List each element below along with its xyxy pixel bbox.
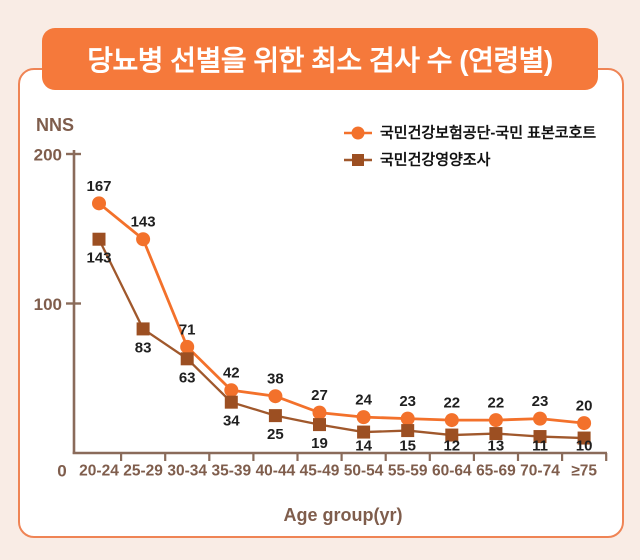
square-marker bbox=[180, 352, 194, 366]
circle-marker bbox=[268, 389, 283, 404]
x-tick-label: 20-24 bbox=[79, 463, 119, 480]
circle-marker bbox=[577, 416, 592, 431]
data-label: 23 bbox=[399, 393, 416, 410]
square-marker bbox=[489, 427, 503, 441]
square-marker bbox=[445, 428, 459, 442]
data-label: 143 bbox=[86, 250, 111, 267]
square-marker bbox=[136, 322, 150, 336]
circle-marker bbox=[92, 196, 106, 211]
data-label: 23 bbox=[532, 393, 549, 410]
data-label: 25 bbox=[267, 426, 284, 443]
circle-marker bbox=[444, 413, 459, 428]
data-label: 83 bbox=[135, 339, 152, 356]
data-label: 15 bbox=[399, 438, 416, 455]
data-label: 63 bbox=[179, 369, 196, 386]
square-marker bbox=[92, 232, 106, 246]
x-tick-label: 65-69 bbox=[476, 463, 516, 480]
data-label: 42 bbox=[223, 365, 240, 382]
circle-marker bbox=[488, 413, 503, 428]
page-title: 당뇨병 선별을 위한 최소 검사 수 (연령별) bbox=[87, 45, 553, 76]
x-tick-label: 30-34 bbox=[167, 463, 207, 480]
x-tick-label: 60-64 bbox=[432, 463, 472, 480]
title-banner: 당뇨병 선별을 위한 최소 검사 수 (연령별) bbox=[42, 28, 598, 90]
x-tick-label: 55-59 bbox=[388, 463, 428, 480]
x-tick-label: 50-54 bbox=[344, 463, 384, 480]
y-tick-label: 200 bbox=[34, 146, 62, 165]
circle-marker bbox=[533, 411, 547, 426]
x-tick-label: ≥75 bbox=[571, 463, 597, 480]
data-label: 12 bbox=[443, 438, 460, 455]
circle-marker bbox=[224, 383, 239, 398]
data-label: 27 bbox=[311, 387, 328, 404]
data-label: 71 bbox=[179, 321, 196, 338]
x-tick-label: 45-49 bbox=[300, 463, 340, 480]
circle-marker bbox=[400, 411, 415, 426]
square-marker bbox=[401, 424, 415, 438]
chart-card bbox=[18, 68, 624, 538]
square-marker bbox=[224, 395, 238, 409]
data-label: 34 bbox=[223, 413, 240, 430]
data-label: 11 bbox=[532, 438, 548, 455]
data-label: 13 bbox=[488, 438, 505, 455]
y-tick-label: 100 bbox=[34, 295, 62, 314]
data-label: 38 bbox=[267, 371, 284, 388]
data-label: 167 bbox=[86, 178, 111, 195]
data-label: 14 bbox=[355, 438, 372, 455]
legend-label: 국민건강영양조사 bbox=[380, 151, 491, 169]
y-axis-title: NNS bbox=[36, 115, 74, 135]
data-label: 22 bbox=[488, 395, 505, 412]
data-label: 22 bbox=[443, 395, 460, 412]
data-label: 19 bbox=[311, 435, 328, 452]
legend-square-marker bbox=[352, 154, 364, 166]
x-axis-title: Age group(yr) bbox=[284, 505, 403, 525]
circle-marker bbox=[180, 339, 195, 354]
x-tick-label: 35-39 bbox=[211, 463, 251, 480]
x-tick-label: 25-29 bbox=[123, 463, 163, 480]
legend-circle-marker bbox=[351, 126, 365, 140]
data-label: 20 bbox=[576, 398, 593, 415]
circle-marker bbox=[356, 410, 371, 425]
x-tick-label: 70-74 bbox=[520, 463, 560, 480]
circle-marker bbox=[136, 232, 151, 247]
data-label: 24 bbox=[355, 392, 372, 409]
series-line bbox=[97, 238, 585, 440]
origin-label: 0 bbox=[57, 462, 66, 481]
square-marker bbox=[313, 418, 326, 432]
square-marker bbox=[577, 431, 591, 445]
data-label: 10 bbox=[576, 438, 593, 455]
square-marker bbox=[533, 430, 547, 444]
data-label: 143 bbox=[131, 214, 156, 231]
circle-marker bbox=[312, 405, 327, 420]
square-marker bbox=[268, 409, 282, 423]
x-tick-label: 40-44 bbox=[256, 463, 296, 480]
square-marker bbox=[357, 425, 371, 439]
series-line bbox=[98, 202, 585, 425]
legend-label: 국민건강보험공단-국민 표본코호트 bbox=[380, 124, 596, 142]
